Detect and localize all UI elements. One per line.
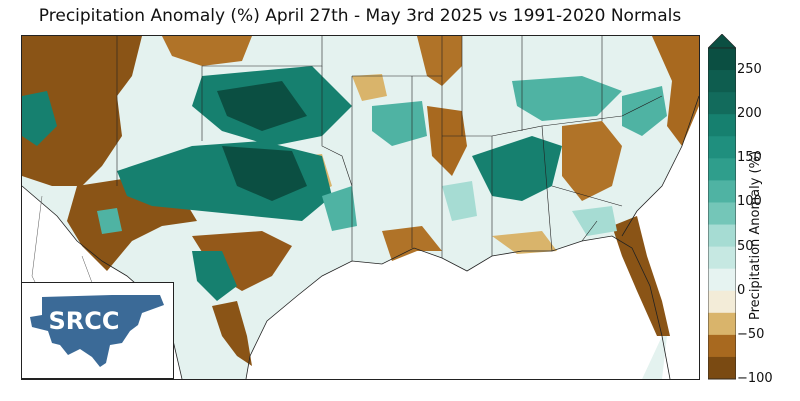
colorbar-band [708,114,736,137]
land-area [22,36,699,379]
colorbar-band [708,158,736,181]
colorbar-tick-label: 200 [737,106,762,122]
colorbar-band [708,92,736,115]
colorbar-band [708,180,736,203]
colorbar-band [708,70,736,93]
colorbar-tick-label: 250 [737,62,762,78]
colorbar-band [708,202,736,226]
colorbar-band [708,246,736,270]
colorbar-tick-label: −100 [737,371,773,386]
colorbar-tick-label: 150 [737,150,762,166]
colorbar-band [708,268,736,292]
srcc-logo: SRCC [21,282,174,379]
colorbar-band [708,356,736,380]
colorbar-band [708,334,736,358]
colorbar-band [708,136,736,159]
colorbar-band [708,48,736,71]
colorbar-band [708,290,736,314]
colorbar-tick-label: 50 [737,238,754,254]
atlantic-water [622,96,699,379]
colorbar-band [708,224,736,248]
colorbar-tick-label: 0 [737,282,746,298]
colorbar [707,33,737,384]
logo-text: SRCC [49,307,120,335]
map-title: Precipitation Anomaly (%) April 27th - M… [38,6,682,26]
state-borders [116,36,663,261]
colorbar-label: Precipitation Anomaly (%) [748,150,763,320]
colorbar-tick-label: 100 [737,194,762,210]
gulf-coastline [245,235,671,379]
atlantic-coastline [621,95,699,237]
gulf-water [246,236,662,379]
colorbar-tick-label: −50 [737,326,765,342]
region-silhouette-icon [30,295,164,367]
colorbar-band [708,312,736,336]
